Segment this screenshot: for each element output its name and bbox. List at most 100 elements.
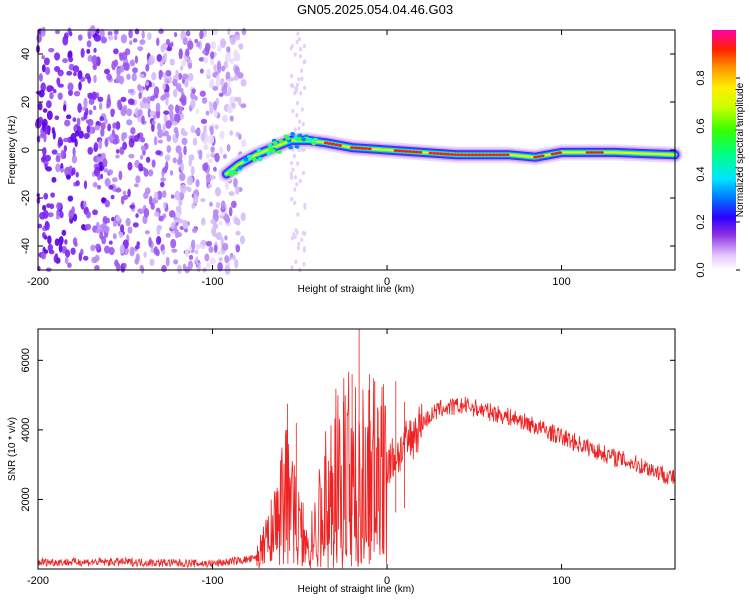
noise-speck [162,190,167,198]
noise-speck [107,93,111,103]
noise-speck [297,126,301,131]
signal-peak [589,151,594,154]
noise-speck [58,236,64,245]
signal-peak [418,150,423,154]
noise-speck [220,200,226,210]
noise-speck [227,86,232,96]
noise-speck [178,48,183,59]
signal-peak [473,153,479,157]
noise-speck [196,41,201,48]
noise-speck [180,60,187,67]
noise-speck [194,128,201,135]
noise-speck [86,125,91,134]
noise-speck [55,155,61,163]
colorbar-tick-label: 0.4 [695,166,707,181]
noise-speck [112,233,117,240]
spectrogram-x-ticks: -200 -100 0 100 [27,30,571,288]
noise-speck [51,176,57,183]
noise-speck [94,265,100,271]
noise-speck [65,174,72,180]
noise-speck [83,180,88,190]
noise-speck [151,122,155,132]
noise-speck [83,111,88,120]
signal-peak [431,151,437,155]
noise-speck [84,223,92,231]
noise-speck [225,180,229,190]
noise-speck [293,52,297,57]
noise-speck [120,34,128,44]
x-tick-label: -100 [202,276,224,288]
noise-speck [42,146,47,156]
noise-speck [187,175,194,186]
snr-y-label: SNR (10 * v/v) [7,417,18,481]
noise-speck [65,249,71,258]
noise-speck [199,90,206,97]
noise-speck [107,169,114,176]
noise-speck [67,195,74,202]
x-tick-label: 100 [552,575,570,587]
x-tick-label: 0 [384,276,390,288]
noise-speck [217,250,223,256]
snr-panel: -200 -100 0 100 2000 4000 6000 Height of stra… [7,328,676,595]
noise-speck [55,163,61,173]
noise-speck [141,115,145,125]
signal-peak [480,153,486,157]
noise-speck [126,108,133,117]
noise-speck [37,116,44,125]
noise-speck [96,185,102,190]
signal-peak [435,152,440,155]
noise-speck [99,231,104,240]
noise-speck [84,73,91,80]
signal-peak [452,153,458,156]
noise-speck [153,191,159,201]
noise-speck [220,211,225,217]
noise-speck [210,152,215,157]
noise-speck [240,103,247,109]
noise-speck [56,202,62,210]
noise-speck [64,239,68,245]
noise-speck [38,73,43,82]
snr-series-line [37,329,676,569]
noise-speck [126,73,131,80]
noise-speck [209,107,214,114]
noise-speck [93,142,99,152]
noise-speck [162,83,166,91]
colorbar-tick-label: 0.0 [695,262,707,277]
noise-speck [68,56,74,63]
noise-speck [173,259,179,265]
noise-speck [57,83,64,88]
noise-speck [209,175,216,180]
signal-blob [301,137,307,142]
noise-speck [296,161,300,166]
noise-speck [58,243,63,253]
noise-speck [214,152,220,163]
noise-speck [227,28,231,36]
noise-speck [209,57,215,66]
noise-speck [295,113,299,118]
noise-speck [211,226,217,237]
noise-speck [87,54,93,62]
noise-speck [86,40,92,48]
noise-speck [290,196,294,202]
noise-speck [160,44,165,53]
noise-speck [158,28,164,34]
signal-blob [272,140,278,145]
colorbar-tick-label: 0.8 [695,70,707,85]
noise-speck [170,194,175,199]
noise-speck [214,244,218,254]
noise-speck [163,201,167,210]
noise-speck [63,145,67,153]
noise-speck [87,146,94,155]
noise-speck [143,251,147,258]
noise-speck [73,124,78,132]
noise-speck [149,258,155,266]
noise-speck [36,135,41,143]
noise-speck [160,243,165,253]
noise-speck [72,213,78,222]
signal-peak [353,146,358,150]
noise-speck [103,68,111,75]
noise-speck [47,235,52,245]
noise-speck [224,235,228,241]
noise-speck [158,215,164,222]
